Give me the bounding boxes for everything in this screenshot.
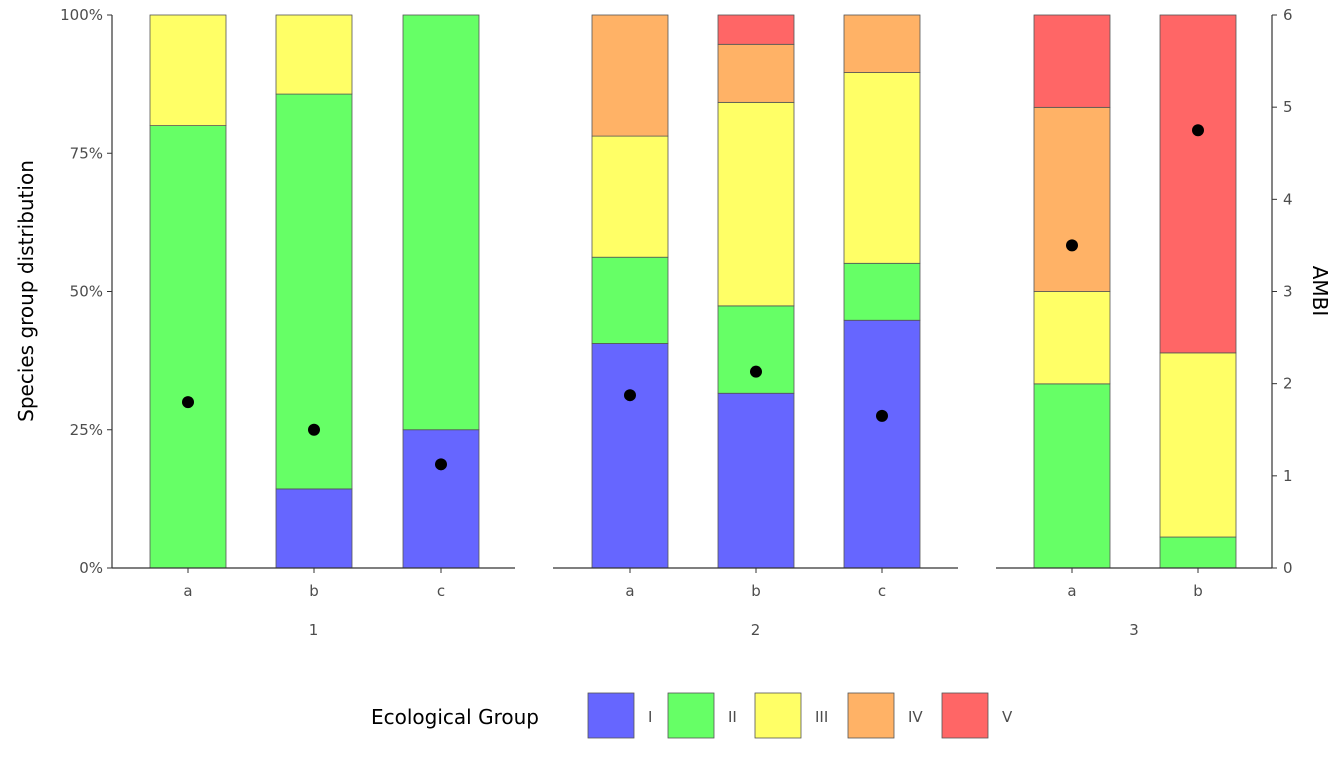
bar-segment-V [1159,14,1237,354]
bar-segment-I [591,343,669,569]
bar-segment-III [149,14,227,126]
bar-segment-I [717,392,795,569]
bar-segment-IV [591,14,669,137]
bar-segment-II [591,256,669,344]
y2-tick-label: 6 [1283,6,1293,24]
x-tick-label: b [751,582,761,600]
bar-segment-III [843,72,921,264]
bar-segment-I [402,429,480,569]
bar-segment-II [275,93,353,490]
x-tick-label: b [1193,582,1203,600]
legend-key-I [587,692,635,739]
y2-tick-label: 2 [1283,375,1293,393]
ambi-point [750,365,762,378]
ambi-point [876,409,888,422]
bar-segment-V [1033,14,1111,108]
y2-tick-label: 3 [1283,283,1293,301]
y-tick-label: 0% [79,559,103,577]
bar-segment-III [717,101,795,307]
bar-segment-III [275,14,353,95]
ambi-point [1192,124,1204,137]
bar-segment-IV [1033,106,1111,292]
x-tick-label: b [309,582,319,600]
legend-label: III [815,708,828,726]
bar-segment-II [402,14,480,431]
bar-segment-IV [843,14,921,73]
bar-segment-III [1033,291,1111,385]
x-tick-label: a [625,582,634,600]
bar-segment-I [275,488,353,569]
ambi-point [182,396,194,409]
bar-segment-II [1033,383,1111,569]
bar-segment-III [591,135,669,258]
legend-label: V [1002,708,1013,726]
y2-tick-label: 1 [1283,467,1293,485]
y-tick-label: 100% [60,6,103,24]
legend-label: IV [908,708,923,726]
ambi-point [1066,239,1078,252]
legend-key-IV [847,692,895,739]
y-tick-label: 50% [70,283,103,301]
bar-segment-II [149,125,227,569]
x-tick-label: a [183,582,192,600]
ambi-point [308,423,320,436]
bar-segment-IV [717,43,795,103]
x-tick-label: a [1067,582,1076,600]
y-tick-label: 75% [70,144,103,162]
bar-segment-V [717,14,795,45]
y2-tick-label: 5 [1283,98,1293,116]
bar-segment-II [1159,536,1237,569]
ambi-point [624,389,636,402]
x-tick-label: c [437,582,445,600]
legend-key-II [667,692,715,739]
legend-label: II [728,708,737,726]
y2-axis-title: AMBI [1308,266,1332,317]
y2-tick-label: 4 [1283,190,1293,208]
panel-strip-label: 3 [1129,621,1139,639]
y2-tick-label: 0 [1283,559,1293,577]
ambi-point [435,458,447,471]
bar-segment-I [843,319,921,569]
bar-segment-II [717,305,795,394]
legend-key-V [941,692,989,739]
legend-label: I [648,708,652,726]
legend-title: Ecological Group [371,705,539,729]
y-tick-label: 25% [70,421,103,439]
bar-segment-III [1159,352,1237,538]
panel-strip-label: 2 [751,621,761,639]
legend-key-III [754,692,802,739]
y-axis-title: Species group distribution [14,160,38,422]
bar-segment-II [843,262,921,321]
panel-strip-label: 1 [309,621,319,639]
x-tick-label: c [878,582,886,600]
